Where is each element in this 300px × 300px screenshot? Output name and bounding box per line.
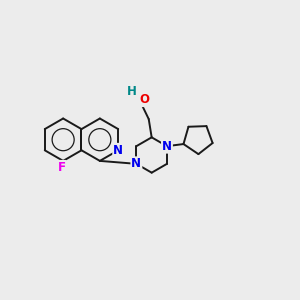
Text: F: F bbox=[58, 161, 66, 174]
Text: N: N bbox=[113, 144, 123, 157]
Text: O: O bbox=[139, 93, 149, 106]
Text: N: N bbox=[131, 157, 141, 170]
Text: N: N bbox=[162, 140, 172, 153]
Text: H: H bbox=[127, 85, 137, 98]
